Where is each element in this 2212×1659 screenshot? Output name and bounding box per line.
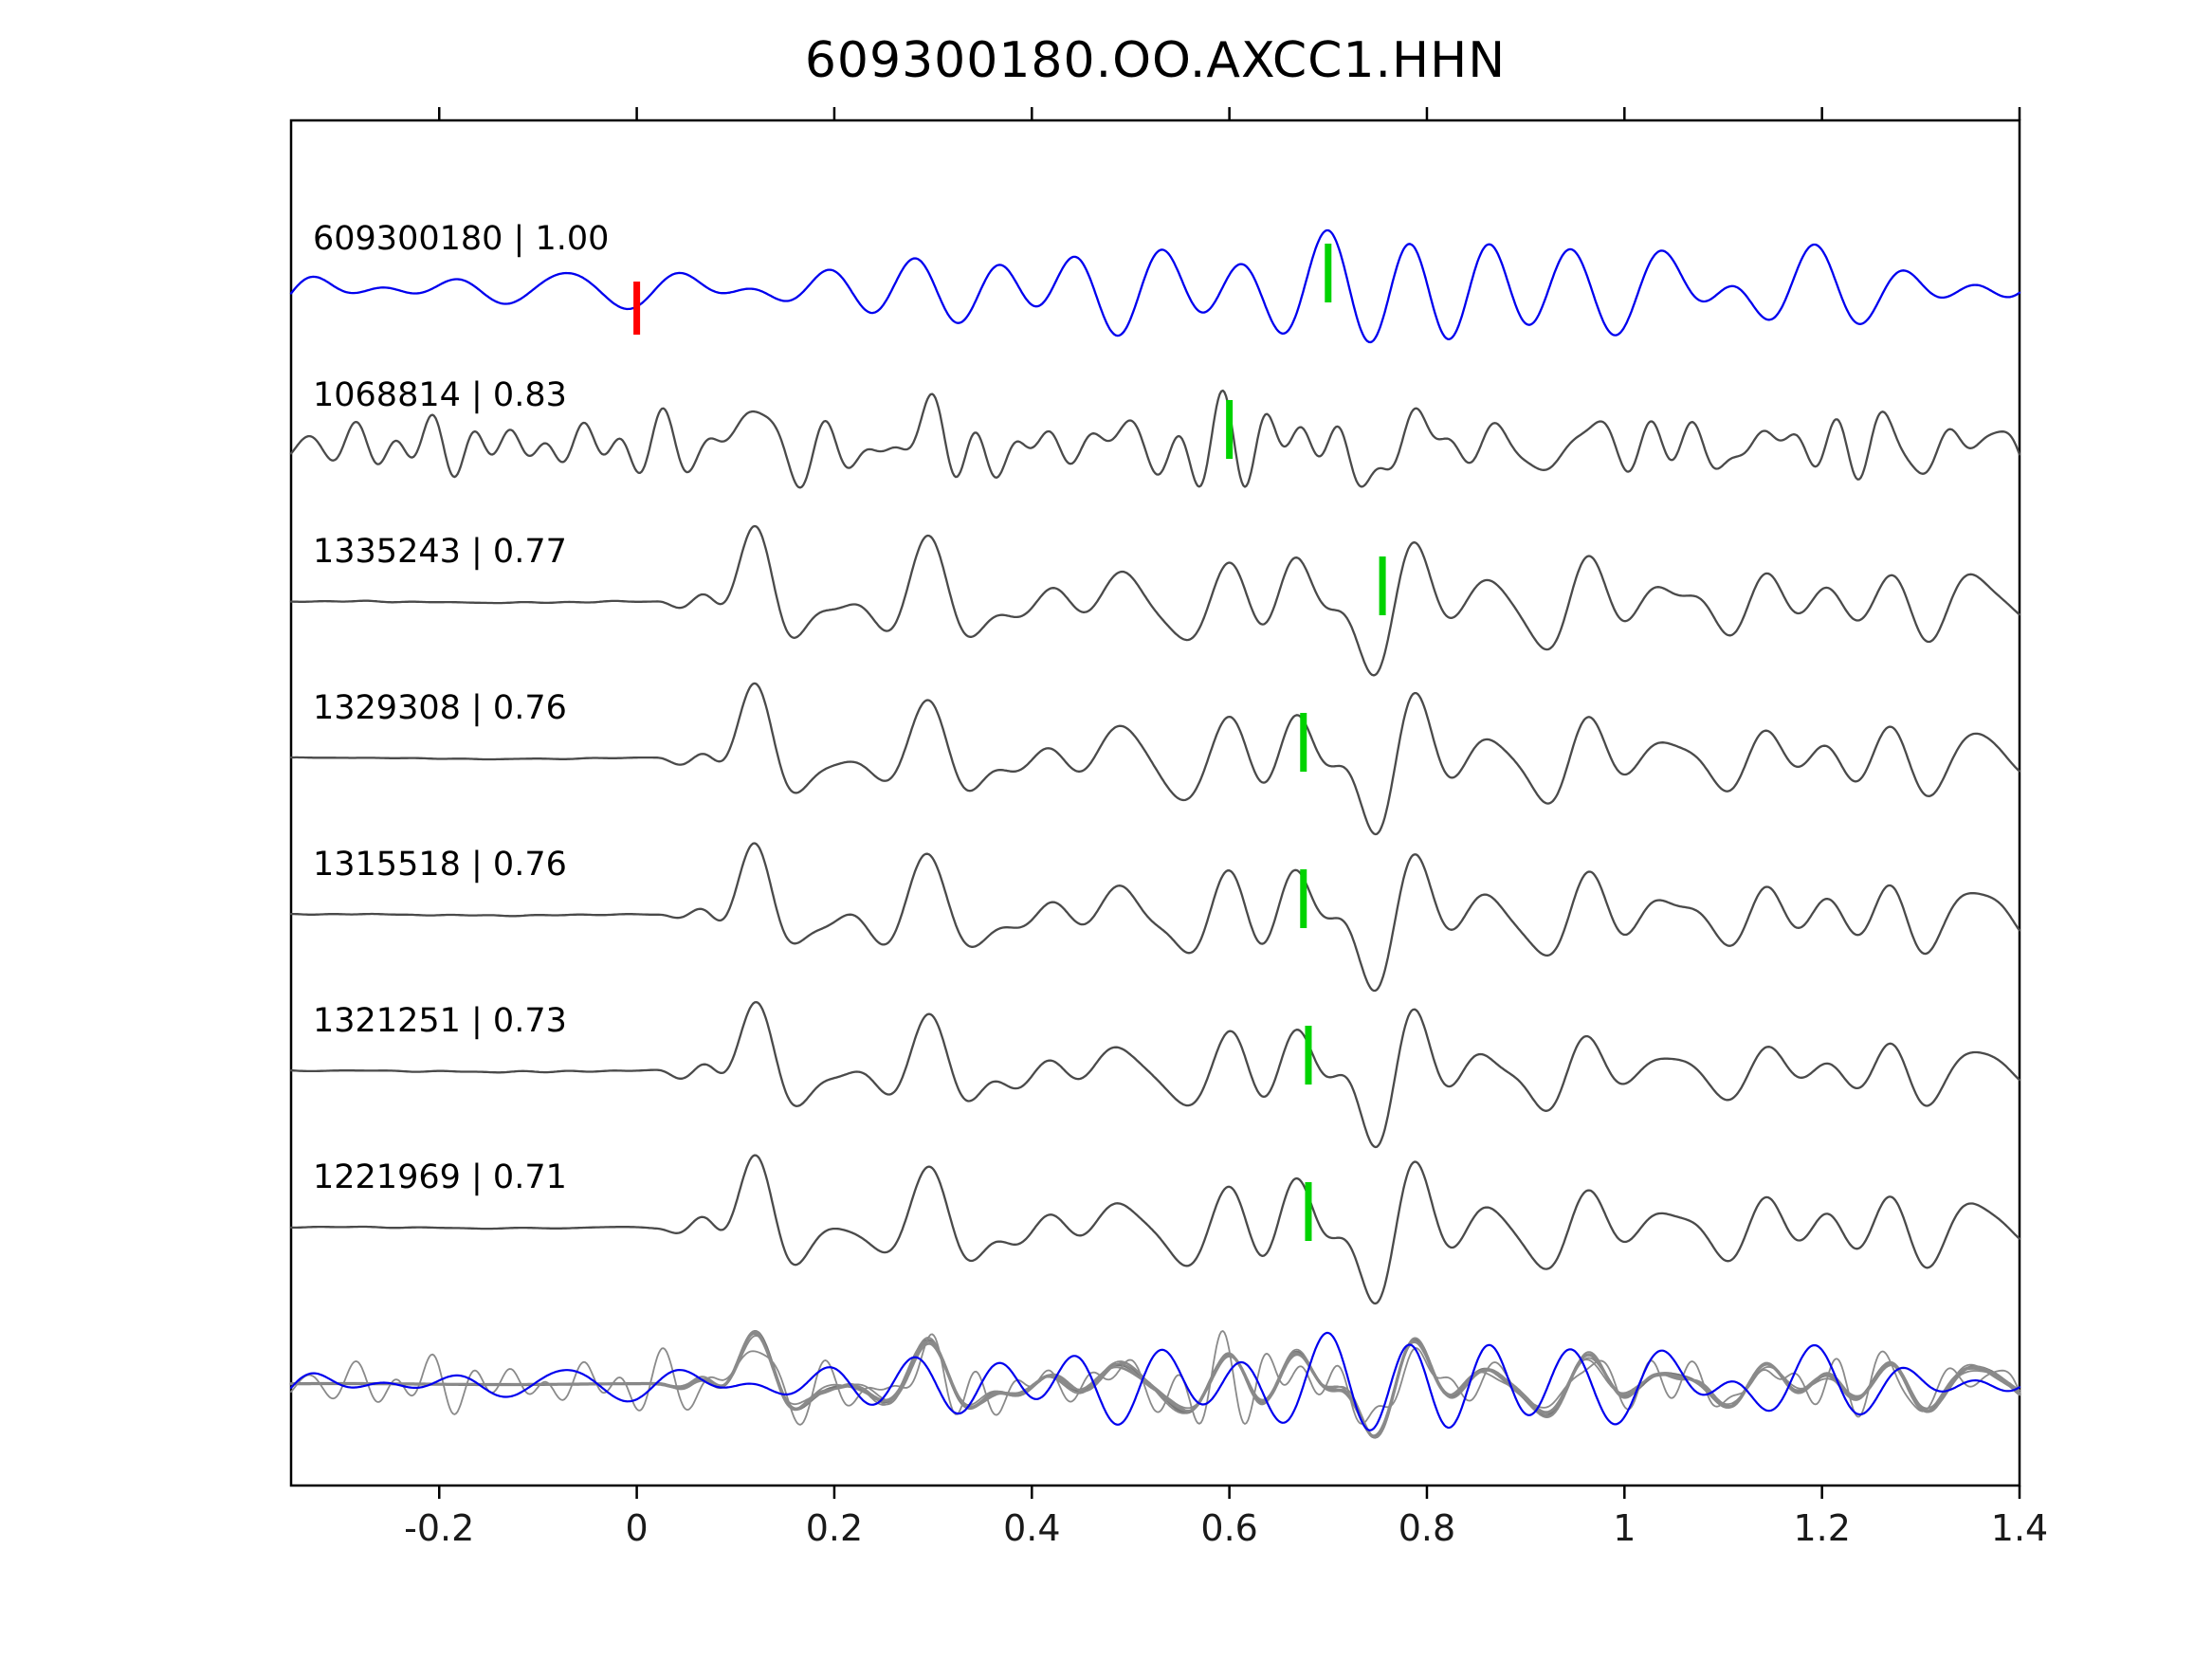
trace-waveform: [289, 524, 2021, 677]
overlay-blue-trace: [289, 1331, 2021, 1431]
x-tick-label: 0.6: [1200, 1507, 1257, 1549]
trace-label: 1315518 | 0.76: [313, 846, 567, 884]
trace-label: 1221969 | 0.71: [313, 1158, 567, 1196]
x-tick-label: 0.2: [806, 1507, 863, 1549]
x-tick-label: 1: [1613, 1507, 1636, 1549]
overlay-gray-trace: [290, 1332, 2020, 1438]
trace-waveform: [289, 389, 2021, 489]
x-tick-label: 1.4: [1991, 1507, 2048, 1549]
trace-label: 1068814 | 0.83: [313, 376, 567, 414]
x-tick-label: 1.2: [1793, 1507, 1850, 1549]
plot-border: [289, 118, 2021, 1487]
x-tick-label: 0: [626, 1507, 649, 1549]
plot-title: 609300180.OO.AXCC1.HHN: [804, 32, 1507, 89]
trace-waveform: [289, 1154, 2021, 1305]
trace-label: 609300180 | 1.00: [313, 220, 609, 258]
trace-waveform: [289, 1000, 2021, 1149]
trace-waveform: [289, 228, 2021, 344]
x-tick-label: 0.4: [1003, 1507, 1060, 1549]
trace-label: 1335243 | 0.77: [313, 533, 567, 571]
x-tick-label: -0.2: [404, 1507, 474, 1549]
trace-label: 1329308 | 0.76: [313, 689, 567, 727]
x-tick-label: 0.8: [1398, 1507, 1455, 1549]
overlay-gray-trace: [290, 1330, 2020, 1426]
trace-waveform: [289, 682, 2021, 836]
trace-waveform: [289, 842, 2021, 993]
trace-label: 1321251 | 0.73: [313, 1002, 567, 1040]
